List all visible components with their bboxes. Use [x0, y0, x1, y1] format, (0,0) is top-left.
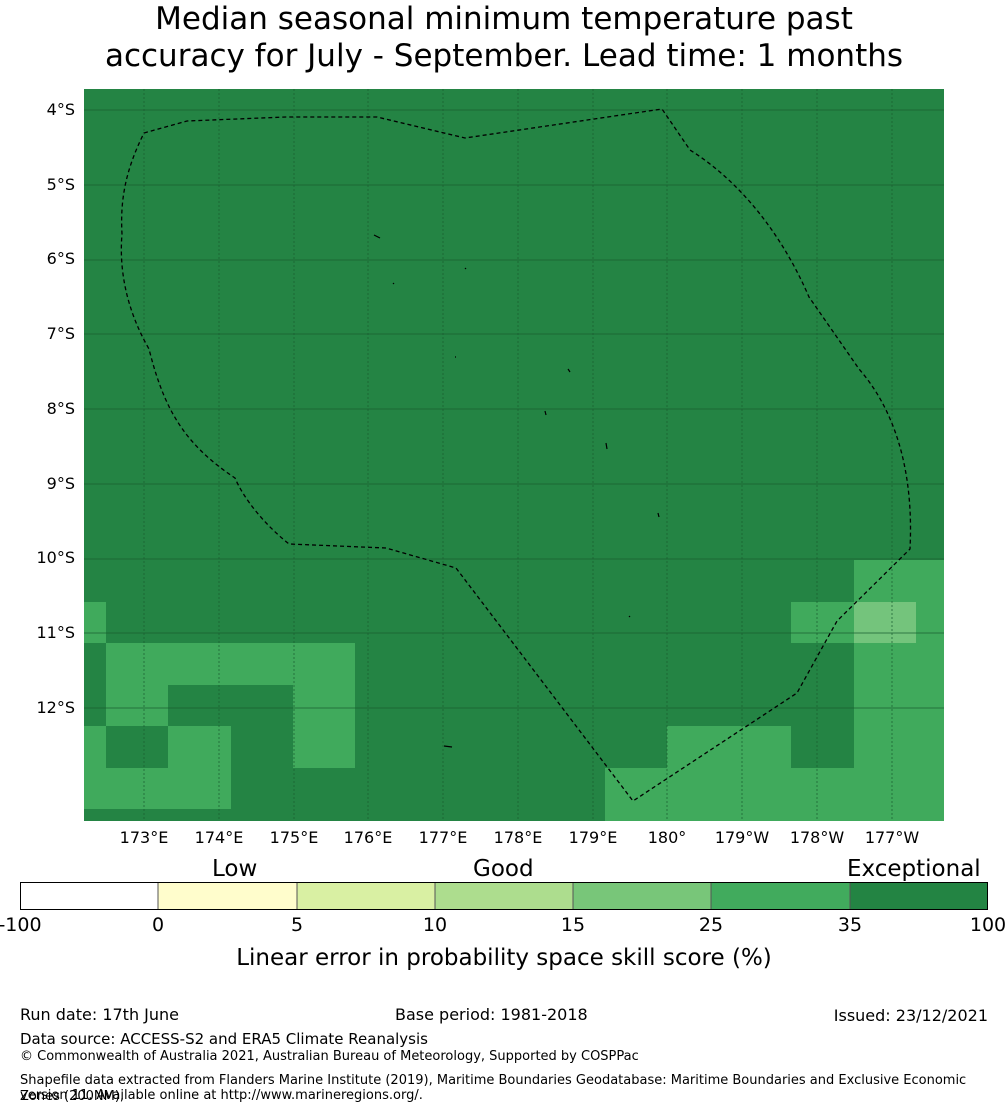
- colorbar-tick: 5: [290, 914, 304, 936]
- longitude-label: 178°W: [789, 828, 845, 847]
- latitude-label: 5°S: [46, 175, 75, 194]
- latitude-label: 6°S: [46, 249, 75, 268]
- copyright: © Commonwealth of Australia 2021, Austra…: [20, 1049, 639, 1064]
- colorbar-tick: 100: [969, 914, 1007, 936]
- longitude-label: 173°E: [119, 828, 169, 847]
- legend-category-low: Low: [212, 856, 258, 882]
- skill-score-map: [84, 89, 944, 821]
- chart-title-line-2: accuracy for July - September. Lead time…: [104, 38, 904, 74]
- legend-category-exceptional: Exceptional: [847, 856, 981, 882]
- grid-cell: [854, 560, 944, 821]
- longitude-label: 178°E: [493, 828, 543, 847]
- grid-cell: [106, 685, 168, 726]
- colorbar-segment: [573, 882, 711, 910]
- island: [628, 615, 631, 618]
- longitude-label: 180°: [647, 828, 687, 847]
- latitude-label: 9°S: [46, 474, 75, 493]
- graticule-latitude: [84, 109, 944, 709]
- colorbar-label: Linear error in probability space skill …: [236, 945, 772, 971]
- island: [392, 282, 395, 285]
- longitude-label: 176°E: [343, 828, 393, 847]
- island: [373, 234, 381, 239]
- shapefile-credit-line-1: Shapefile data extracted from Flanders M…: [20, 1073, 967, 1104]
- island: [544, 410, 547, 416]
- longitude-label: 177°E: [418, 828, 468, 847]
- graticule: [143, 89, 893, 821]
- base-period: Base period: 1981-2018: [395, 1005, 588, 1024]
- grid-cell: [667, 726, 791, 821]
- grid-cell: [791, 602, 854, 643]
- longitude-label: 174°E: [194, 828, 244, 847]
- grid-cell: [293, 685, 355, 768]
- issued-date: Issued: 23/12/2021: [833, 1006, 988, 1025]
- data-source: Data source: ACCESS-S2 and ERA5 Climate …: [20, 1030, 428, 1048]
- colorbar-tick: 35: [837, 914, 863, 936]
- islands: [373, 234, 660, 748]
- island: [464, 267, 467, 270]
- latitude-label: 11°S: [36, 623, 75, 642]
- colorbar-tick: -100: [0, 914, 42, 936]
- island: [443, 745, 453, 748]
- colorbar-segment: [850, 882, 988, 910]
- colorbar-tick: 0: [151, 914, 165, 936]
- latitude-label: 7°S: [46, 324, 75, 343]
- grid-cell: [84, 602, 106, 643]
- map-canvas: [84, 89, 944, 821]
- chart-title-line-1: Median seasonal minimum temperature past: [155, 1, 853, 37]
- longitude-label: 179°E: [568, 828, 618, 847]
- colorbar-segment: [158, 882, 297, 910]
- grid-cell: [791, 768, 854, 821]
- shapefile-credit-line-2: version 11. Available online at http://w…: [20, 1088, 423, 1103]
- legend-category-good: Good: [473, 856, 534, 882]
- colorbar-outline: [20, 882, 988, 910]
- island: [657, 512, 660, 518]
- latitude-label: 10°S: [36, 548, 75, 567]
- colorbar-segment: [297, 882, 435, 910]
- colorbar-tick: 25: [698, 914, 724, 936]
- map-background-exceptional: [84, 89, 944, 821]
- grid-cell: [84, 768, 231, 809]
- colorbar-tick: 10: [422, 914, 448, 936]
- grid-cell-15-25: [854, 602, 916, 643]
- colorbar-segment: [711, 882, 850, 910]
- run-date: Run date: 17th June: [20, 1005, 180, 1024]
- grid-cell: [106, 643, 355, 685]
- island: [567, 368, 571, 373]
- longitude-label: 177°W: [864, 828, 920, 847]
- colorbar-segment: [20, 882, 158, 910]
- colorbar-segment: [435, 882, 573, 910]
- latitude-label: 8°S: [46, 399, 75, 418]
- latitude-label: 12°S: [36, 698, 75, 717]
- latitude-label: 4°S: [46, 100, 75, 119]
- colorbar: [20, 882, 988, 910]
- longitude-label: 179°W: [714, 828, 770, 847]
- island: [605, 442, 608, 450]
- longitude-label: 175°E: [269, 828, 319, 847]
- colorbar-tick: 15: [560, 914, 586, 936]
- good-skill-cells: [84, 560, 944, 821]
